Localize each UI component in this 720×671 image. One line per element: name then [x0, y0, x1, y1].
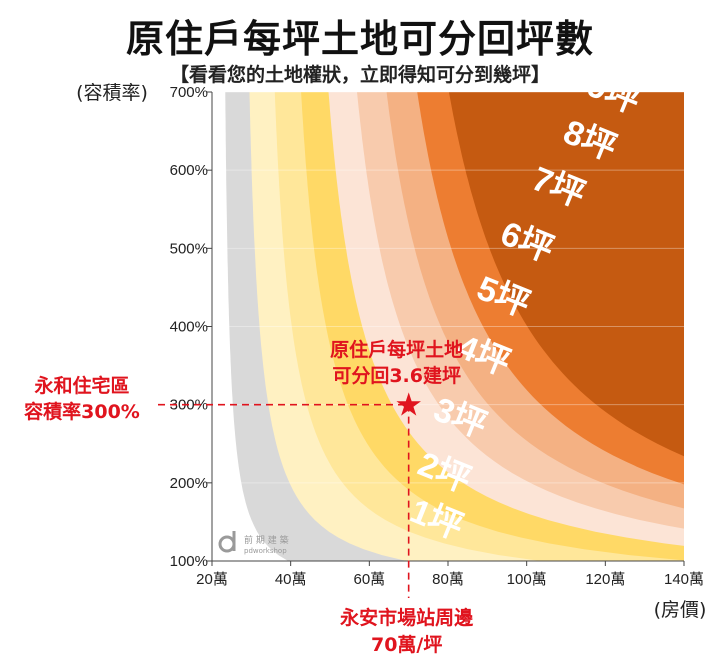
x-tick-label: 120萬: [585, 571, 625, 588]
x-tick-label: 20萬: [196, 571, 228, 588]
axes: 100%200%300%400%500%600%700%20萬 40萬 60萬 80萬…: [76, 82, 706, 621]
y-axis-title: (容積率): [76, 82, 148, 104]
zone-band-9: [448, 92, 684, 457]
point-annotation-text: 原住戶每坪土地: [330, 338, 463, 361]
watermark-text: 前 期 建 築: [244, 534, 289, 546]
page-subtitle: 【看看您的土地權狀，立即得知可分到幾坪】: [169, 64, 550, 86]
x-tick-label: 100萬: [507, 571, 547, 588]
star-marker: ★: [394, 386, 423, 424]
logo-icon: [218, 531, 236, 553]
y-tick-label: 600%: [170, 162, 208, 179]
y-annotation-text: 容積率300%: [24, 400, 140, 423]
zone-bands: [212, 92, 684, 561]
x-axis-title: (房價): [654, 599, 707, 621]
y-tick-label: 200%: [170, 475, 208, 492]
x-annotation-text: 70萬/坪: [371, 634, 442, 656]
x-tick-label: 80萬: [432, 571, 464, 588]
watermark-subtext: pdworkshop: [244, 547, 287, 555]
page-title: 原住戶每坪土地可分回坪數: [125, 17, 594, 61]
y-tick-label: 400%: [170, 319, 208, 336]
y-tick-label: 500%: [170, 240, 208, 257]
y-tick-label: 700%: [170, 84, 208, 101]
y-tick-label: 100%: [170, 553, 208, 570]
x-tick-label: 60萬: [353, 571, 385, 588]
x-tick-label: 140萬: [664, 571, 704, 588]
y-annotation-text: 永和住宅區: [33, 374, 129, 397]
x-tick-label: 40萬: [275, 571, 307, 588]
x-annotation-text: 永安市場站周邊: [339, 606, 474, 629]
point-annotation-text: 可分回3.6建坪: [332, 364, 461, 387]
